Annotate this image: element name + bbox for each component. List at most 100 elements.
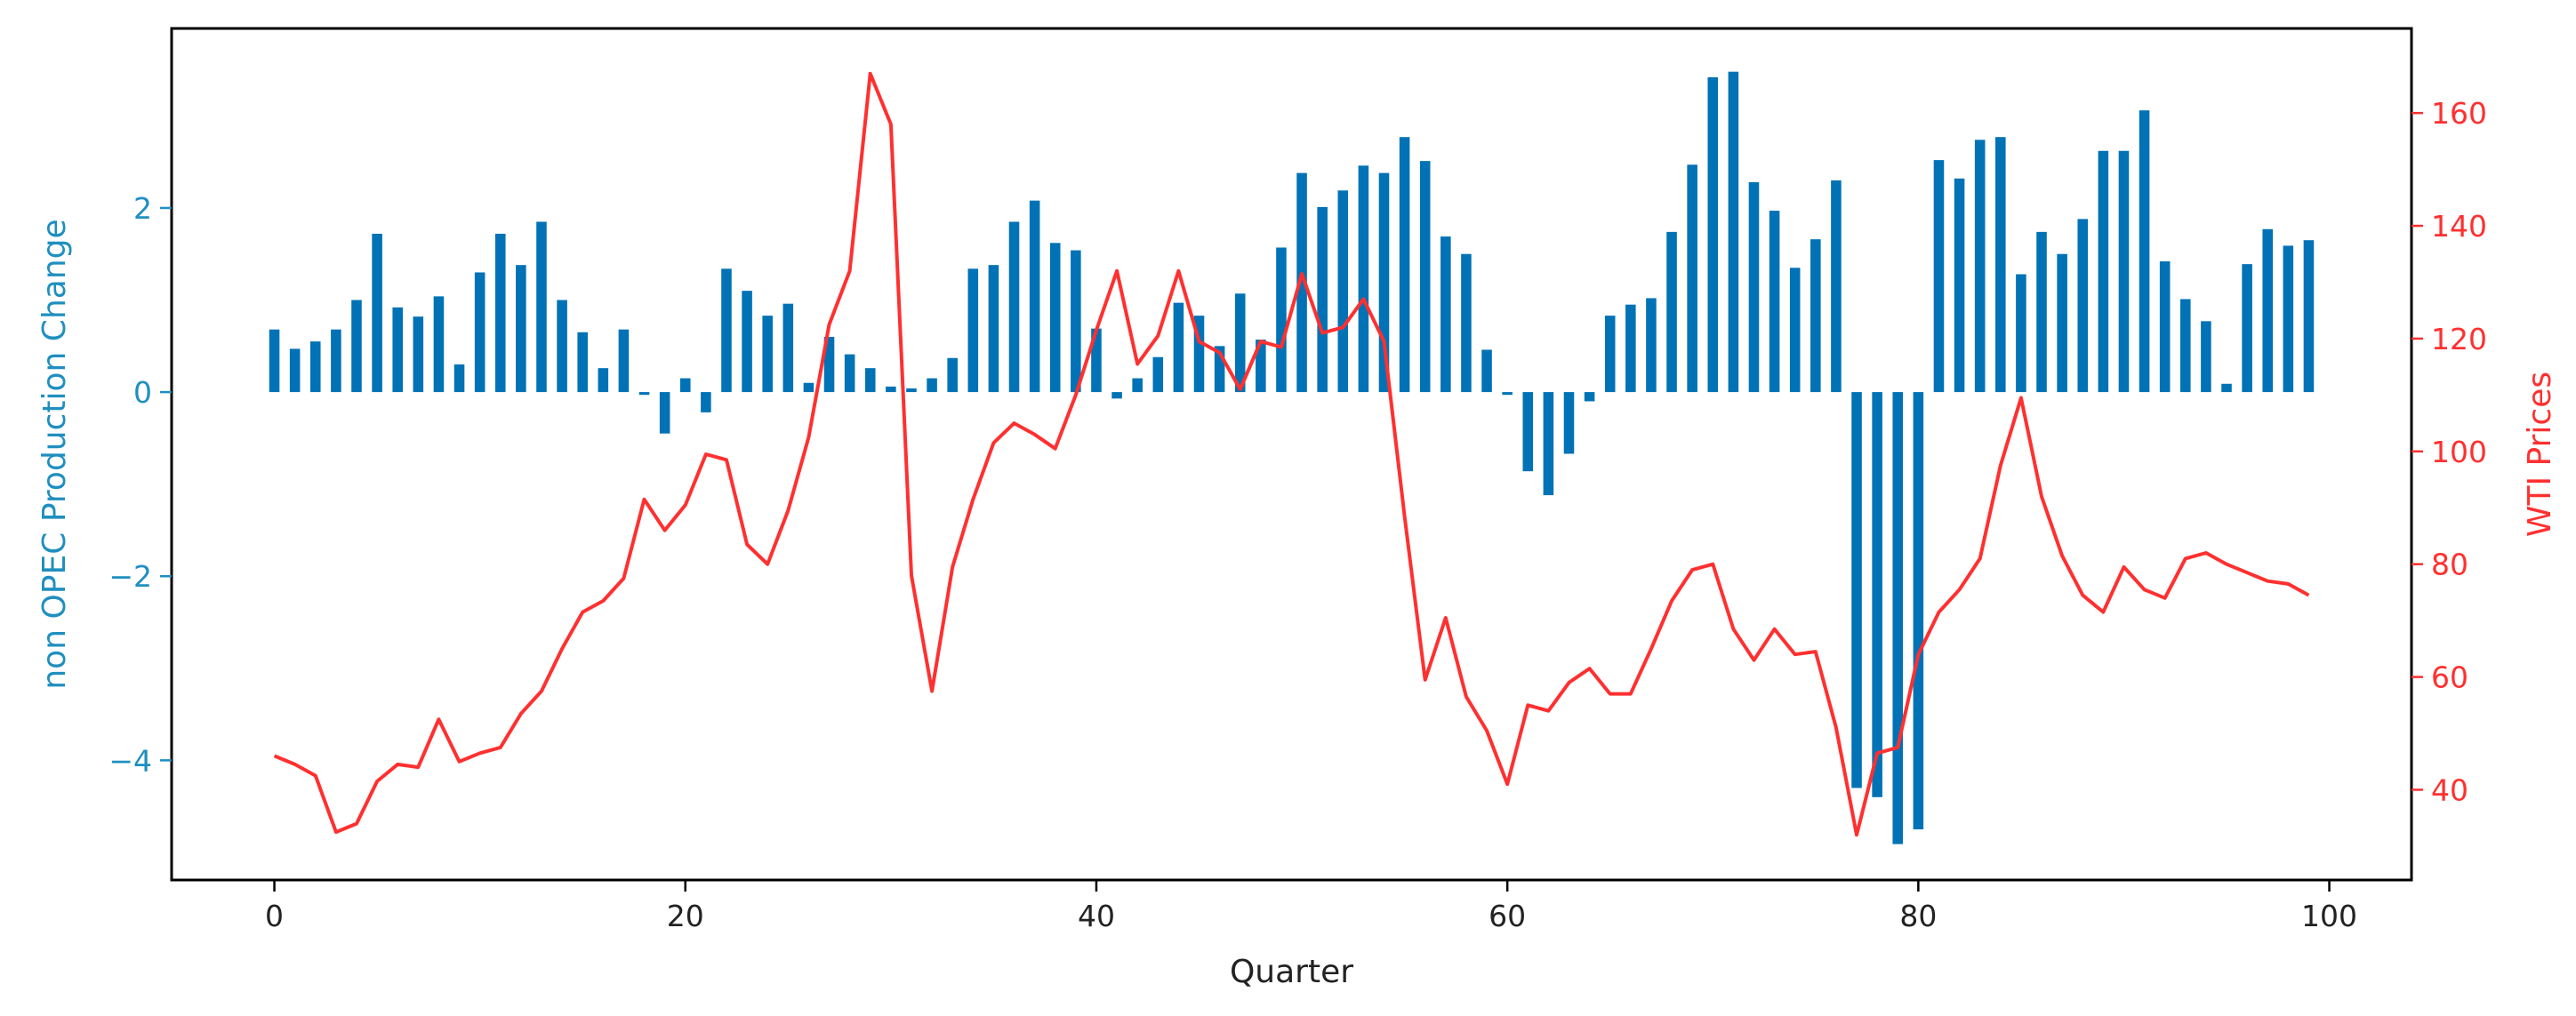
- bar: [1892, 392, 1904, 844]
- bar: [2057, 253, 2067, 393]
- bar: [1071, 250, 1081, 393]
- x-axis: 0 20 40 60 80 100: [265, 880, 2357, 933]
- bar: [1337, 190, 1349, 393]
- x-tick-label: 100: [2301, 899, 2357, 933]
- bar: [1954, 178, 1965, 393]
- bar: [947, 357, 958, 393]
- bar: [679, 378, 691, 393]
- right-y-tick-label: 60: [2431, 660, 2468, 695]
- bar: [1974, 140, 1986, 393]
- x-tick-label: 20: [667, 899, 704, 933]
- bar: [2077, 219, 2089, 393]
- bar: [269, 329, 280, 393]
- bar: [659, 392, 670, 434]
- bar: [1625, 304, 1636, 393]
- bar: [1132, 378, 1143, 393]
- bar: [1872, 392, 1882, 797]
- bar: [474, 272, 486, 393]
- bar: [2180, 299, 2191, 393]
- right-y-tick-label: 40: [2431, 772, 2468, 807]
- bar: [638, 392, 650, 396]
- bar: [1193, 316, 1205, 393]
- x-tick-label: 60: [1489, 899, 1526, 933]
- bar: [1317, 206, 1328, 393]
- bar: [536, 221, 547, 393]
- line-series-group: [273, 71, 2310, 837]
- bar: [1502, 392, 1513, 396]
- bar: [372, 233, 382, 393]
- left-y-axis-label: non OPEC Production Change: [36, 219, 73, 689]
- right-y-axis-label: WTI Prices: [2522, 372, 2558, 537]
- bar: [1933, 160, 1945, 393]
- wti-price-line: [273, 71, 2310, 837]
- bar: [1851, 392, 1862, 788]
- bar: [2139, 110, 2150, 393]
- bar: [1296, 172, 1307, 393]
- bar: [2036, 231, 2047, 393]
- bar: [864, 368, 876, 393]
- bar: [1481, 349, 1492, 393]
- bar: [2118, 150, 2130, 393]
- bar: [721, 268, 732, 393]
- bar: [906, 388, 917, 393]
- bar: [1214, 346, 1225, 393]
- bar: [2221, 383, 2232, 393]
- bar: [1461, 253, 1472, 393]
- x-tick-label: 0: [265, 899, 284, 933]
- bar: [1256, 340, 1266, 393]
- bar: [1399, 137, 1410, 393]
- bar: [494, 233, 506, 393]
- bar: [433, 296, 445, 393]
- bar: [1831, 180, 1842, 393]
- bar: [742, 291, 752, 393]
- bar: [1419, 161, 1431, 393]
- bar: [1748, 181, 1760, 393]
- left-y-tick-label: −4: [108, 743, 152, 778]
- bar: [1091, 328, 1102, 393]
- right-y-tick-label: 100: [2431, 435, 2487, 469]
- bar: [2016, 274, 2026, 393]
- bar: [1563, 392, 1575, 454]
- bar: [1358, 165, 1369, 393]
- bar: [516, 265, 526, 393]
- right-y-tick-label: 120: [2431, 322, 2487, 356]
- bar: [2159, 261, 2171, 393]
- bar: [1234, 293, 1246, 393]
- bar: [351, 300, 362, 393]
- bar: [1728, 71, 1739, 393]
- bar: [1111, 392, 1122, 399]
- bar: [331, 329, 341, 393]
- x-tick-label: 80: [1899, 899, 1937, 933]
- left-y-tick-label: 0: [133, 375, 152, 410]
- bar: [1152, 356, 1164, 393]
- bar: [844, 354, 855, 393]
- bar: [453, 364, 465, 393]
- bar: [2201, 321, 2211, 393]
- bar: [1049, 243, 1061, 393]
- bar: [2242, 264, 2252, 393]
- bar: [1604, 316, 1616, 393]
- bar: [1789, 268, 1801, 393]
- right-y-tick-label: 80: [2431, 548, 2468, 582]
- bar: [1810, 239, 1821, 393]
- right-y-axis: 40 60 80 100 120 140 160: [2411, 96, 2487, 807]
- bar: [2283, 245, 2294, 393]
- bar: [1378, 172, 1390, 393]
- bar: [782, 303, 794, 393]
- bar: [577, 332, 588, 393]
- bar: [1173, 302, 1184, 393]
- bar: [1995, 137, 2006, 393]
- bar: [1687, 164, 1697, 393]
- right-y-tick-label: 160: [2431, 96, 2487, 131]
- bar: [2098, 150, 2109, 393]
- bar: [1707, 76, 1719, 393]
- bar: [1769, 211, 1780, 393]
- bar-series: [269, 71, 2315, 844]
- bar: [1008, 221, 1020, 393]
- plot-frame: [170, 27, 2413, 882]
- bar: [392, 307, 403, 393]
- bar: [1029, 200, 1040, 393]
- bar: [762, 316, 773, 393]
- bar: [289, 348, 301, 393]
